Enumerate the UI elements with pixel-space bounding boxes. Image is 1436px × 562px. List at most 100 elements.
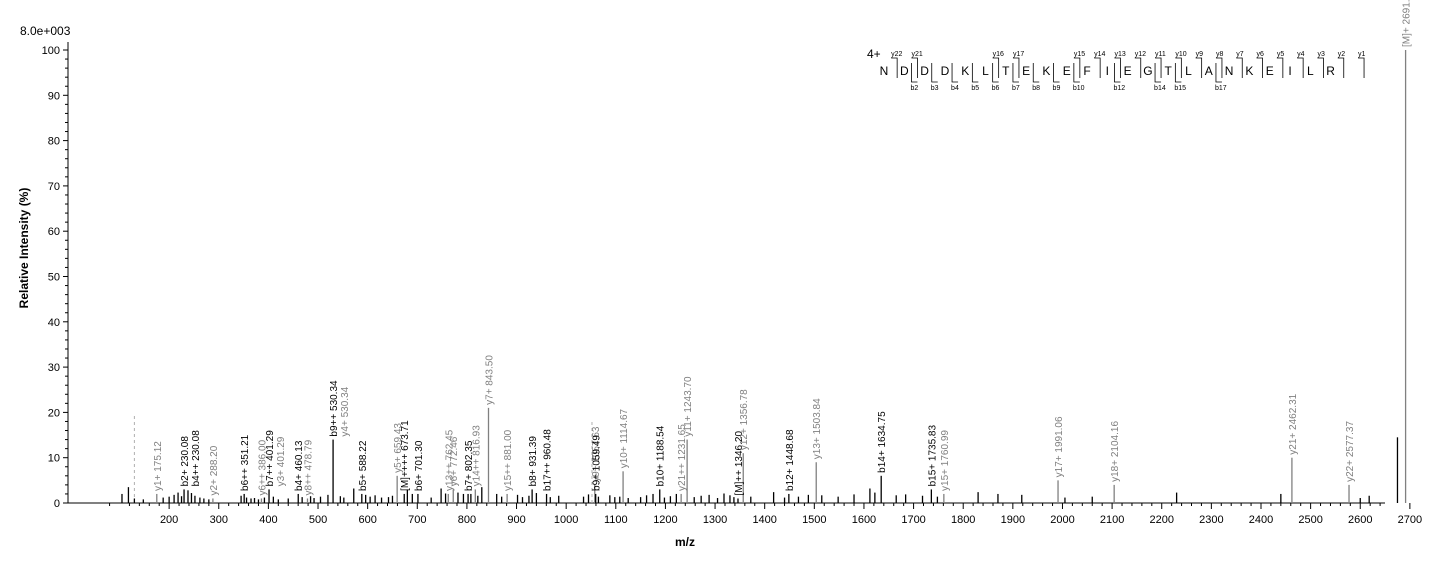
y-tick-label: 40 (48, 317, 60, 329)
y-fragment-label: y8 (1216, 51, 1224, 58)
b-cleavage-mark (1154, 63, 1162, 83)
peak-label: y10+ 1114.67 (619, 408, 630, 468)
y-tick-label: 0 (54, 498, 60, 510)
peak-label: y22+ 2577.37 (1345, 421, 1356, 482)
y-cleavage-mark (1297, 57, 1304, 78)
y-tick-label: 90 (48, 90, 60, 102)
peak-label: y12+ 1356.78 (739, 389, 750, 450)
sequence-residue: I (1288, 64, 1291, 78)
peak-label: y5+ 659.43 (393, 423, 404, 473)
x-tick-label: 800 (458, 514, 476, 526)
peak-label: y8++ 478.79 (303, 439, 314, 495)
y-cleavage-mark (1317, 57, 1324, 78)
y-fragment-label: y9 (1196, 51, 1204, 58)
peak-label: y15+ 1760.99 (940, 430, 951, 491)
y-cleavage-mark (891, 57, 898, 78)
y-tick-label: 30 (48, 362, 60, 374)
y-fragment-label: y2 (1338, 51, 1346, 58)
b-fragment-label: b17 (1215, 85, 1227, 92)
x-tick-label: 200 (160, 514, 178, 526)
sequence-residue: L (1307, 64, 1314, 78)
peak-label: y6++ 386.00 (257, 439, 268, 495)
y-cleavage-mark (1012, 57, 1020, 78)
b-fragment-label: b2 (910, 85, 918, 92)
peak-label: [M]+ 2691.36 (1402, 0, 1413, 47)
y-cleavage-mark (1236, 57, 1243, 78)
y-cleavage-mark (911, 57, 918, 78)
peak-label: b14+ 1634.75 (877, 411, 888, 473)
b-fragment-label: b15 (1174, 85, 1186, 92)
y-tick-label: 60 (48, 226, 60, 238)
b-cleavage-mark (1215, 63, 1222, 83)
sequence-residue: N (880, 64, 889, 78)
sequence-residue: E (1063, 64, 1071, 78)
y-tick-label: 80 (48, 136, 60, 148)
y-fragment-label: y22 (891, 51, 902, 58)
x-tick-label: 2600 (1348, 514, 1372, 526)
y-cleavage-mark (1276, 57, 1284, 78)
sequence-residue: I (1106, 64, 1109, 78)
b-fragment-label: b6 (992, 85, 1000, 92)
y-cleavage-mark (1155, 57, 1162, 78)
y-cleavage-mark (1114, 57, 1121, 78)
y-fragment-label: y13 (1114, 51, 1125, 58)
y-tick-label: 50 (48, 272, 60, 284)
y-cleavage-mark (1358, 57, 1365, 78)
peak-label: y9+ 1057.63 (591, 426, 602, 482)
y-cleavage-mark (992, 57, 1000, 78)
b-fragment-label: b14 (1154, 85, 1166, 92)
x-tick-label: 2700 (1398, 514, 1422, 526)
y-fragment-label: y4 (1297, 51, 1305, 58)
b-cleavage-mark (1114, 63, 1121, 83)
y-tick-label: 20 (48, 407, 60, 419)
peak-label: b7++ 401.29 (265, 430, 276, 487)
peak-label: b12+ 1448.68 (785, 429, 796, 491)
x-tick-label: 1000 (554, 514, 578, 526)
b-fragment-label: b9 (1053, 85, 1061, 92)
y-tick-label: 100 (42, 45, 60, 57)
y-cleavage-mark (1134, 57, 1142, 78)
b-cleavage-mark (1012, 63, 1019, 83)
y-cleavage-mark (1073, 57, 1081, 78)
sequence-residue: D (941, 64, 950, 78)
sequence-residue: K (961, 64, 969, 78)
x-tick-label: 1300 (703, 514, 727, 526)
peak-label: y21++ 1231.65 (677, 424, 688, 491)
x-tick-label: 500 (309, 514, 327, 526)
y-fragment-label: y1 (1358, 51, 1366, 58)
peak-label: y6+ 772.46 (449, 436, 460, 486)
y-fragment-label: y14 (1094, 51, 1105, 58)
b-cleavage-mark (931, 63, 938, 83)
b-fragment-label: b8 (1032, 85, 1040, 92)
axes: 0 10 20 30 40 50 60 70 80 90 100 200 300 400 500 600 700… (42, 42, 1422, 526)
sequence-residue: R (1326, 64, 1335, 78)
peak-label: b9+ 1059.49 (592, 435, 603, 491)
x-tick-label: 1900 (1001, 514, 1025, 526)
peak-label: y21+ 2462.31 (1288, 393, 1299, 454)
peak-label: [M]++++ 673.71 (400, 420, 411, 491)
b-fragment-label: b12 (1113, 85, 1125, 92)
peak-label: b15+ 1735.83 (927, 425, 938, 487)
x-tick-label: 2300 (1199, 514, 1223, 526)
x-tick-label: 300 (210, 514, 228, 526)
b-fragment-label: b4 (951, 85, 959, 92)
y-fragment-label: y7 (1236, 51, 1244, 58)
peak-label: b2+ 230.08 (180, 436, 191, 487)
b-cleavage-mark (971, 63, 979, 83)
b-cleavage-mark (1032, 63, 1040, 83)
y-axis-title: Relative Intensity (%) (17, 188, 31, 309)
y-fragment-label: y3 (1317, 51, 1325, 58)
x-tick-label: 2500 (1298, 514, 1322, 526)
b-cleavage-mark (951, 63, 959, 83)
x-tick-label: 2100 (1100, 514, 1124, 526)
sequence-residue: T (1002, 64, 1010, 78)
peaks (121, 50, 1407, 503)
x-tick-label: 1800 (951, 514, 975, 526)
peak-label: b6+ 701.30 (414, 440, 425, 491)
peak-label: b9++ 530.34 (329, 380, 340, 437)
y-cleavage-mark (1175, 57, 1182, 78)
peak-labels: y1+ 175.12 b2+ 230.08 b4++ 230.08 y2+ 288.2… (153, 0, 1413, 495)
b-fragment-label: b5 (971, 85, 979, 92)
b-cleavage-mark (1053, 63, 1060, 83)
